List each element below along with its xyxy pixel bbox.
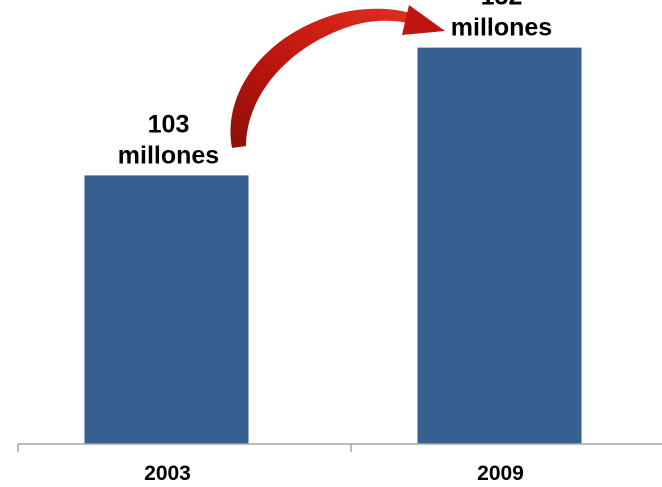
bar-2003 [84,175,249,444]
data-label-2003-line-1: 103 [148,110,190,138]
curved-arrow-body [230,8,420,148]
x-tick-label-2009: 2009 [477,462,524,485]
data-labels-layer: 103 millones 152 millones [118,0,552,169]
data-label-2003-line-2: millones [118,141,219,169]
curved-arrow-head [402,5,445,35]
x-tick-labels-layer: 2003 2009 [144,462,524,485]
x-tick-label-2003: 2003 [144,462,191,485]
bars-layer [84,47,582,444]
data-label-2009-line-1: 152 [481,0,523,11]
curved-arrow [230,5,445,148]
bar-2009 [417,47,582,444]
data-label-2009-line-2: millones [451,14,552,42]
